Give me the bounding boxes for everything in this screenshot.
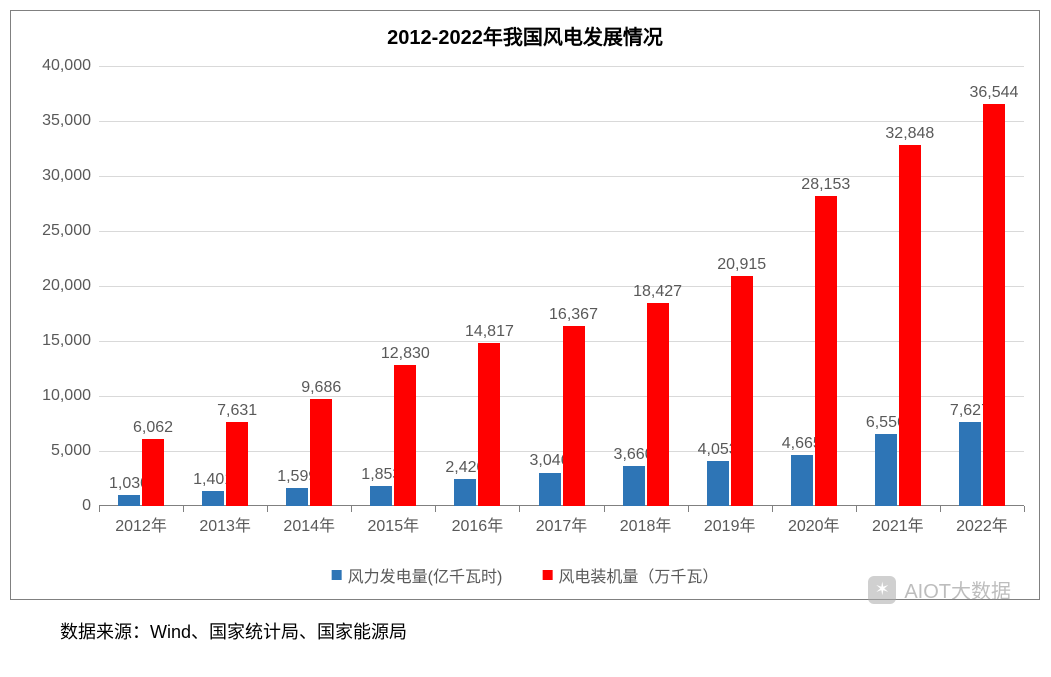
- bar: [286, 488, 308, 506]
- y-tick-label: 40,000: [42, 57, 99, 75]
- x-tick-mark: [940, 506, 941, 512]
- x-tick-label: 2019年: [704, 506, 756, 536]
- x-tick-label: 2012年: [115, 506, 167, 536]
- y-tick-label: 35,000: [42, 112, 99, 130]
- x-tick-mark: [267, 506, 268, 512]
- bar-value-label: 14,817: [465, 323, 514, 341]
- bar: [142, 439, 164, 506]
- x-tick-mark: [604, 506, 605, 512]
- bar: [899, 145, 921, 506]
- watermark-logo-icon: ✶: [868, 576, 896, 604]
- data-source: 数据来源：Wind、国家统计局、国家能源局: [10, 600, 1041, 644]
- gridline: [99, 286, 1024, 287]
- y-tick-label: 10,000: [42, 387, 99, 405]
- gridline: [99, 231, 1024, 232]
- x-tick-label: 2016年: [452, 506, 504, 536]
- watermark-text: AIOT大数据: [904, 575, 1011, 604]
- bar-value-label: 18,427: [633, 283, 682, 301]
- bar: [731, 276, 753, 506]
- bar: [226, 422, 248, 506]
- x-tick-mark: [351, 506, 352, 512]
- bar: [647, 303, 669, 506]
- legend-item-series-1: 风力发电量(亿千瓦时): [332, 563, 503, 587]
- x-tick-label: 2017年: [536, 506, 588, 536]
- bar: [394, 365, 416, 506]
- chart-title: 2012-2022年我国风电发展情况: [11, 11, 1039, 50]
- legend-label: 风电装机量（万千瓦）: [558, 563, 718, 587]
- y-tick-label: 5,000: [51, 442, 99, 460]
- bar: [707, 461, 729, 506]
- y-tick-label: 0: [82, 497, 99, 515]
- bar: [539, 473, 561, 507]
- bar-value-label: 9,686: [301, 379, 341, 397]
- plot-area: 05,00010,00015,00020,00025,00030,00035,0…: [99, 66, 1024, 506]
- bar-value-label: 36,544: [969, 84, 1018, 102]
- gridline: [99, 396, 1024, 397]
- x-tick-mark: [519, 506, 520, 512]
- bar: [478, 343, 500, 506]
- x-tick-label: 2014年: [283, 506, 335, 536]
- chart-frame: 2012-2022年我国风电发展情况 05,00010,00015,00020,…: [10, 10, 1040, 600]
- x-tick-mark: [688, 506, 689, 512]
- watermark: ✶ AIOT大数据: [868, 575, 1011, 604]
- bar: [454, 479, 476, 506]
- bar-value-label: 32,848: [885, 125, 934, 143]
- y-tick-label: 20,000: [42, 277, 99, 295]
- bar: [983, 104, 1005, 506]
- legend-swatch-icon: [542, 570, 552, 580]
- gridline: [99, 176, 1024, 177]
- x-tick-label: 2018年: [620, 506, 672, 536]
- legend-item-series-2: 风电装机量（万千瓦）: [542, 563, 718, 587]
- x-tick-label: 2015年: [368, 506, 420, 536]
- bar: [118, 495, 140, 506]
- bar-value-label: 7,631: [217, 402, 257, 420]
- x-tick-mark: [435, 506, 436, 512]
- x-tick-mark: [1024, 506, 1025, 512]
- gridline: [99, 121, 1024, 122]
- x-tick-label: 2022年: [956, 506, 1008, 536]
- gridline: [99, 66, 1024, 67]
- gridline: [99, 341, 1024, 342]
- bar: [623, 466, 645, 506]
- x-tick-mark: [99, 506, 100, 512]
- x-tick-label: 2013年: [199, 506, 251, 536]
- bar: [310, 399, 332, 506]
- bar-value-label: 28,153: [801, 176, 850, 194]
- x-tick-label: 2020年: [788, 506, 840, 536]
- x-tick-mark: [856, 506, 857, 512]
- bar: [959, 422, 981, 506]
- bar: [563, 326, 585, 506]
- bar: [202, 491, 224, 506]
- bar-value-label: 20,915: [717, 256, 766, 274]
- legend-swatch-icon: [332, 570, 342, 580]
- y-tick-label: 30,000: [42, 167, 99, 185]
- legend: 风力发电量(亿千瓦时) 风电装机量（万千瓦）: [332, 563, 719, 587]
- x-tick-label: 2021年: [872, 506, 924, 536]
- bar: [791, 455, 813, 506]
- bar: [875, 434, 897, 506]
- x-tick-mark: [772, 506, 773, 512]
- x-tick-mark: [183, 506, 184, 512]
- legend-label: 风力发电量(亿千瓦时): [348, 563, 503, 587]
- bar-value-label: 12,830: [381, 345, 430, 363]
- bar-value-label: 6,062: [133, 419, 173, 437]
- bar: [370, 486, 392, 506]
- y-tick-label: 25,000: [42, 222, 99, 240]
- bar: [815, 196, 837, 506]
- y-tick-label: 15,000: [42, 332, 99, 350]
- bar-value-label: 16,367: [549, 306, 598, 324]
